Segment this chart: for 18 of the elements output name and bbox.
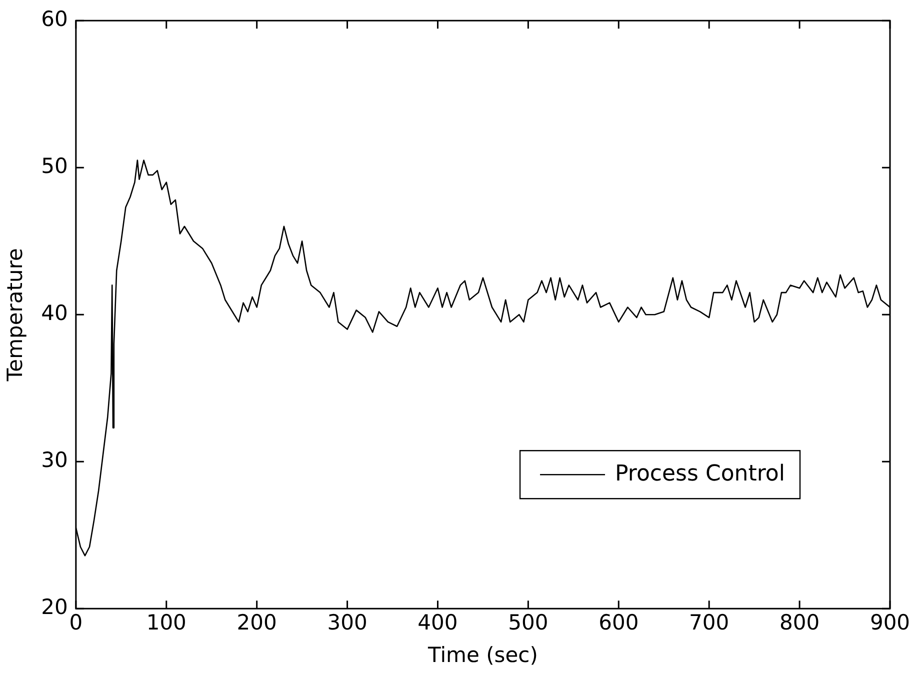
- x-axis-title: Time (sec): [427, 642, 538, 667]
- x-tick-label: 100: [146, 610, 186, 635]
- legend-label: Process Control: [615, 461, 786, 486]
- x-tick-label: 300: [327, 610, 368, 635]
- x-tick-label: 900: [870, 610, 910, 635]
- x-tick-label: 0: [69, 610, 83, 635]
- x-tick-label: 800: [780, 610, 820, 635]
- y-tick-label: 40: [41, 301, 68, 326]
- x-tick-label: 600: [598, 610, 639, 635]
- y-tick-label: 30: [41, 448, 68, 472]
- y-axis-title: Temperature: [3, 248, 28, 382]
- x-tick-label: 700: [689, 610, 730, 635]
- y-tick-label: 60: [41, 7, 68, 32]
- x-tick-label: 500: [508, 610, 548, 635]
- y-tick-label: 50: [41, 154, 68, 178]
- x-tick-label: 200: [236, 610, 277, 635]
- x-tick-label: 400: [418, 610, 458, 635]
- y-tick-label: 20: [41, 595, 68, 620]
